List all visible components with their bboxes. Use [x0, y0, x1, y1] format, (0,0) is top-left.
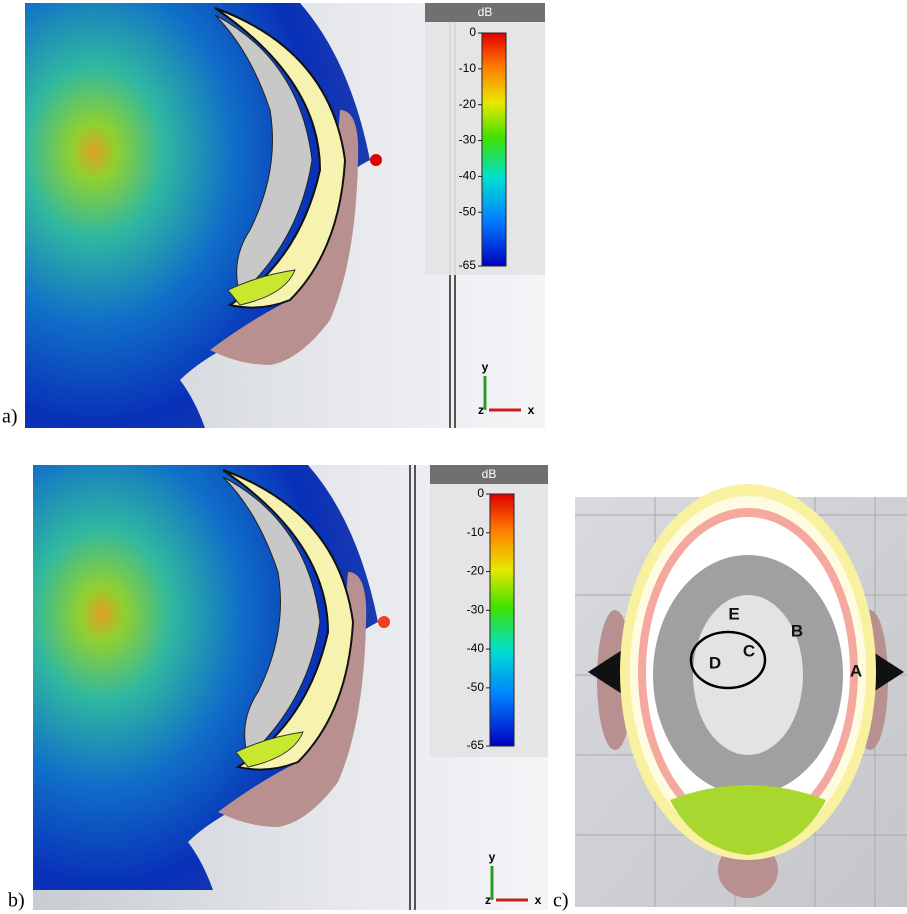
white-matter	[693, 595, 803, 755]
axis-label-y: y	[482, 360, 489, 374]
region-marker: C	[743, 641, 755, 660]
colorbar-tick-label: -30	[467, 602, 485, 616]
axis-label-y: y	[489, 850, 496, 864]
colorbar-tick-label: 0	[469, 25, 476, 39]
colorbar-tick-label: -40	[467, 641, 485, 655]
colorbar-title: dB	[482, 467, 497, 481]
colorbar-tick-label: -50	[467, 680, 485, 694]
region-marker: D	[709, 653, 721, 672]
source	[378, 616, 390, 628]
axis-label-x: x	[535, 893, 542, 907]
colorbar-tick-label: -65	[459, 258, 477, 272]
colorbar-tick-label: -10	[459, 61, 477, 75]
colorbar-tick-label: 0	[477, 486, 484, 500]
panel-label: a)	[2, 406, 18, 428]
figure: dB0-10-20-30-40-50-65yzxa)dB0-10-20-30-4…	[0, 0, 907, 914]
region-marker: E	[728, 604, 739, 623]
colorbar-tick-label: -30	[459, 133, 477, 147]
colorbar-tick-label: -65	[467, 738, 485, 752]
region-marker: B	[791, 621, 803, 640]
colorbar	[482, 33, 506, 266]
axis-label-z: z	[485, 893, 491, 907]
source	[370, 154, 382, 166]
colorbar-title: dB	[478, 5, 493, 19]
colorbar-tick-label: -50	[459, 204, 477, 218]
colorbar-tick-label: -20	[467, 564, 485, 578]
panel-label: c)	[553, 890, 569, 912]
colorbar	[490, 494, 514, 746]
region-marker: A	[850, 661, 862, 680]
axis-label-z: z	[478, 403, 484, 417]
colorbar-tick-label: -40	[459, 169, 477, 183]
colorbar-tick-label: -20	[459, 97, 477, 111]
colorbar-panel	[430, 465, 548, 757]
colorbar-tick-label: -10	[467, 525, 485, 539]
axis-label-x: x	[528, 403, 535, 417]
panel-label: b)	[8, 890, 25, 912]
